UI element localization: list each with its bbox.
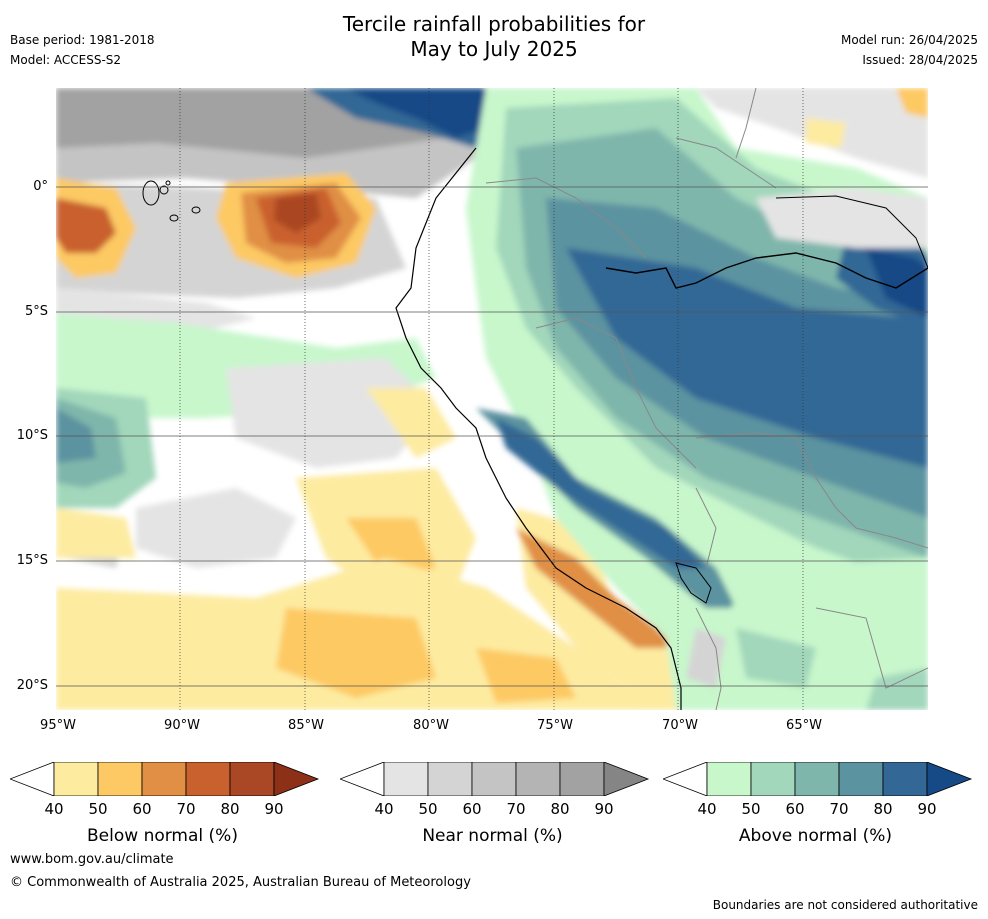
colorbar-below-segment xyxy=(185,761,231,797)
copyright-notice: © Commonwealth of Australia 2025, Austra… xyxy=(10,875,471,890)
title-line-2: May to July 2025 xyxy=(410,37,578,61)
lat-label-0: 0° xyxy=(33,179,48,194)
near-normal-label: Near normal (%) xyxy=(422,826,563,846)
map-svg xyxy=(56,88,928,710)
model-name: Model: ACCESS-S2 xyxy=(10,53,122,67)
colorbar-below-segment xyxy=(53,761,99,797)
colorbar-near-normal xyxy=(338,761,650,800)
colorbar-above-svg xyxy=(661,761,973,797)
probability-map xyxy=(56,88,928,710)
colorbar-below-segment xyxy=(229,761,275,797)
lat-label-20s: 20°S xyxy=(16,678,48,693)
website-link: www.bom.gov.au/climate xyxy=(10,852,174,867)
colorbar-near-svg xyxy=(338,761,650,797)
colorbar-above-tick: 50 xyxy=(741,800,761,818)
lon-label-65w: 65°W xyxy=(786,718,822,733)
lon-label-90w: 90°W xyxy=(164,718,200,733)
colorbar-near-segment xyxy=(427,761,473,797)
colorbar-above-normal xyxy=(661,761,973,800)
colorbar-near-start-triangle xyxy=(338,761,385,797)
colorbar-above-segment xyxy=(882,761,928,797)
lat-label-5s: 5°S xyxy=(24,304,48,319)
meta-right: Model run: 26/04/2025 Issued: 28/04/2025 xyxy=(841,30,978,70)
colorbar-near-tick: 60 xyxy=(462,800,482,818)
colorbar-near-end-triangle xyxy=(603,761,650,797)
colorbar-below-tick: 90 xyxy=(264,800,284,818)
lon-label-80w: 80°W xyxy=(413,718,449,733)
colorbar-near-tick: 80 xyxy=(550,800,570,818)
colorbar-near-tick: 40 xyxy=(374,800,394,818)
colorbar-near-segment xyxy=(559,761,605,797)
lon-label-75w: 75°W xyxy=(537,718,573,733)
lat-label-15s: 15°S xyxy=(16,553,48,568)
colorbar-near-tick: 70 xyxy=(506,800,526,818)
colorbar-below-end-triangle xyxy=(273,761,320,797)
lon-label-85w: 85°W xyxy=(288,718,324,733)
colorbar-near-tick: 90 xyxy=(594,800,614,818)
colorbar-below-normal xyxy=(8,761,320,800)
colorbar-below-tick: 70 xyxy=(176,800,196,818)
colorbar-below-tick: 80 xyxy=(220,800,240,818)
map-title: Tercile rainfall probabilities for May t… xyxy=(0,12,988,62)
colorbar-above-segment xyxy=(794,761,840,797)
north-coast xyxy=(775,195,928,269)
colorbar-near-segment xyxy=(515,761,561,797)
meta-left: Base period: 1981-2018 Model: ACCESS-S2 xyxy=(10,30,155,70)
title-line-1: Tercile rainfall probabilities for xyxy=(342,12,646,36)
galapagos-islands xyxy=(142,180,201,222)
amazon-river xyxy=(605,252,928,289)
lat-label-10s: 10°S xyxy=(16,428,48,443)
colorbar-above-end-triangle xyxy=(926,761,973,797)
model-run: Model run: 26/04/2025 xyxy=(840,33,978,47)
colorbar-below-tick: 60 xyxy=(132,800,152,818)
colorbar-below-segment xyxy=(97,761,143,797)
issued-date: Issued: 28/04/2025 xyxy=(862,53,978,67)
below-normal-label: Below normal (%) xyxy=(87,826,238,846)
colorbar-below-start-triangle xyxy=(8,761,55,797)
boundary-disclaimer: Boundaries are not considered authoritat… xyxy=(712,898,978,912)
lake-titicaca xyxy=(675,562,712,604)
colorbar-above-tick: 80 xyxy=(873,800,893,818)
colorbar-above-tick: 70 xyxy=(829,800,849,818)
colorbar-near-tick: 50 xyxy=(418,800,438,818)
coastline xyxy=(395,147,682,710)
latitude-lines xyxy=(56,186,928,687)
colorbar-below-segment xyxy=(141,761,187,797)
colorbar-near-segment xyxy=(383,761,429,797)
country-boundaries xyxy=(485,88,928,710)
colorbar-above-segment xyxy=(706,761,752,797)
colorbar-above-tick: 60 xyxy=(785,800,805,818)
lon-label-70w: 70°W xyxy=(662,718,698,733)
colorbar-above-tick: 90 xyxy=(917,800,937,818)
colorbar-below-svg xyxy=(8,761,320,797)
colorbar-below-tick: 50 xyxy=(88,800,108,818)
colorbar-below-tick: 40 xyxy=(44,800,64,818)
above-normal-label: Above normal (%) xyxy=(738,826,893,846)
colorbar-near-segment xyxy=(471,761,517,797)
colorbar-above-segment xyxy=(750,761,796,797)
colorbar-above-start-triangle xyxy=(661,761,708,797)
lon-label-95w: 95°W xyxy=(40,718,76,733)
colorbar-above-segment xyxy=(838,761,884,797)
colorbar-above-tick: 40 xyxy=(697,800,717,818)
base-period: Base period: 1981-2018 xyxy=(10,33,155,47)
probability-fields xyxy=(56,88,928,710)
